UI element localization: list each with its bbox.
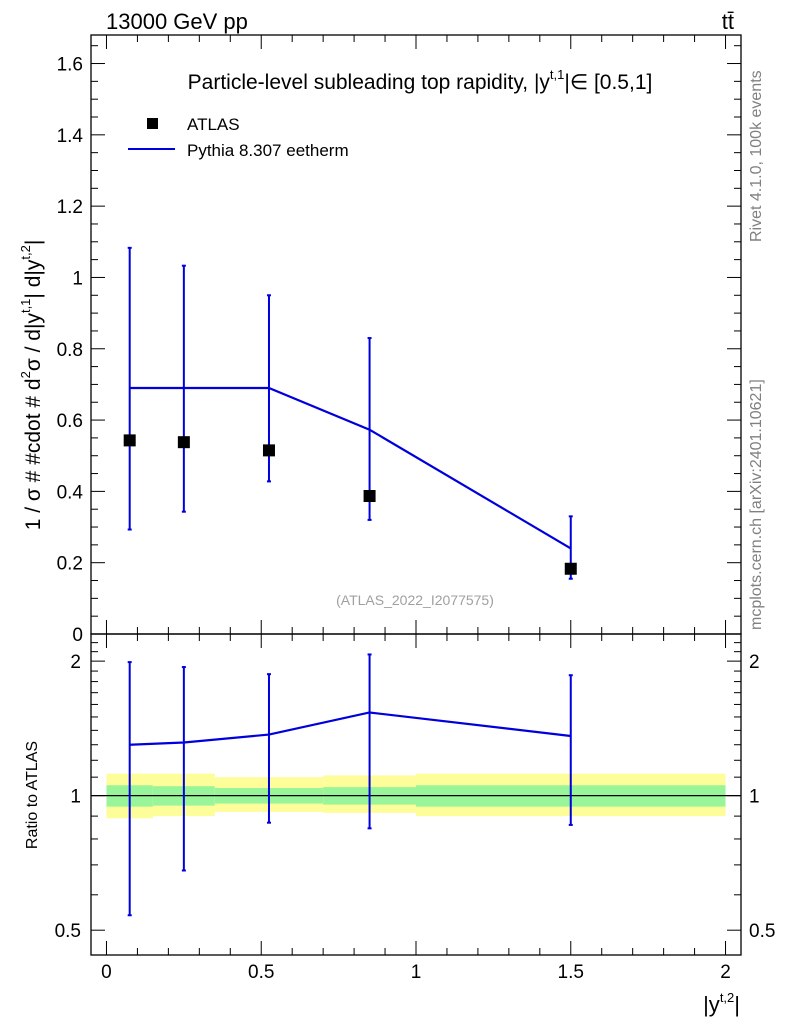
x-tick-label: 2 <box>720 962 731 983</box>
energy-label: 13000 GeV pp <box>106 9 248 34</box>
analysis-watermark: (ATLAS_2022_I2077575) <box>336 592 494 608</box>
process-label: tt̄ <box>722 9 734 34</box>
x-axis-label: |yt,2| <box>703 990 740 1017</box>
ratio-y-tick-label: 2 <box>70 652 81 673</box>
y-tick-label: 0.6 <box>57 411 83 432</box>
x-tick-label: 0 <box>101 962 112 983</box>
main-panel: Particle-level subleading top rapidity, … <box>18 34 742 646</box>
ratio-mc-line <box>129 711 571 746</box>
mc-line <box>129 386 572 550</box>
x-tick-label: 1.5 <box>558 962 584 983</box>
y-tick-label: 0.8 <box>57 340 83 361</box>
data-point <box>123 434 136 447</box>
x-tick-label: 1 <box>411 962 422 983</box>
ratio-y-tick-label: 0.5 <box>55 921 81 942</box>
data-point <box>564 562 577 575</box>
y-tick-label: 0.2 <box>57 554 83 575</box>
data-point <box>177 436 190 449</box>
ratio-panel: Ratio to ATLAS |yt,2| 0 0.5 1 1.5 2 0.5 0.5 1 1 2… <box>24 35 775 1017</box>
legend-label-pythia: Pythia 8.307 eetherm <box>187 141 349 160</box>
legend: ATLAS Pythia 8.307 eetherm <box>128 115 349 160</box>
data-point <box>262 444 275 457</box>
chart-title: Particle-level subleading top rapidity, … <box>188 67 653 94</box>
y-axis-label: 1 / σ # #cdot # d2σ / d|yt,1| d|yt,2| <box>18 240 45 531</box>
ratio-y-tick-label: 1 <box>70 787 81 808</box>
y-tick-label: 1.2 <box>57 197 83 218</box>
ratio-y-tick-label-right: 0.5 <box>749 921 775 942</box>
data-point <box>363 490 376 503</box>
rivet-version-label: Rivet 4.1.0, 100k events <box>748 70 765 242</box>
mcplots-label: mcplots.cern.ch [arXiv:2401.10621] <box>748 379 765 630</box>
y-tick-label: 0 <box>72 625 83 646</box>
y-tick-label: 0.4 <box>57 482 84 503</box>
y-tick-label: 1.4 <box>57 126 84 147</box>
ratio-y-tick-label-right: 1 <box>749 787 760 808</box>
ratio-y-axis-label: Ratio to ATLAS <box>24 741 41 849</box>
x-tick-label: 0.5 <box>248 962 274 983</box>
y-tick-label: 1 <box>72 268 83 289</box>
legend-marker-atlas <box>147 118 158 129</box>
legend-label-atlas: ATLAS <box>187 115 240 134</box>
y-tick-label: 1.6 <box>57 55 83 76</box>
ratio-y-tick-label-right: 2 <box>749 652 760 673</box>
